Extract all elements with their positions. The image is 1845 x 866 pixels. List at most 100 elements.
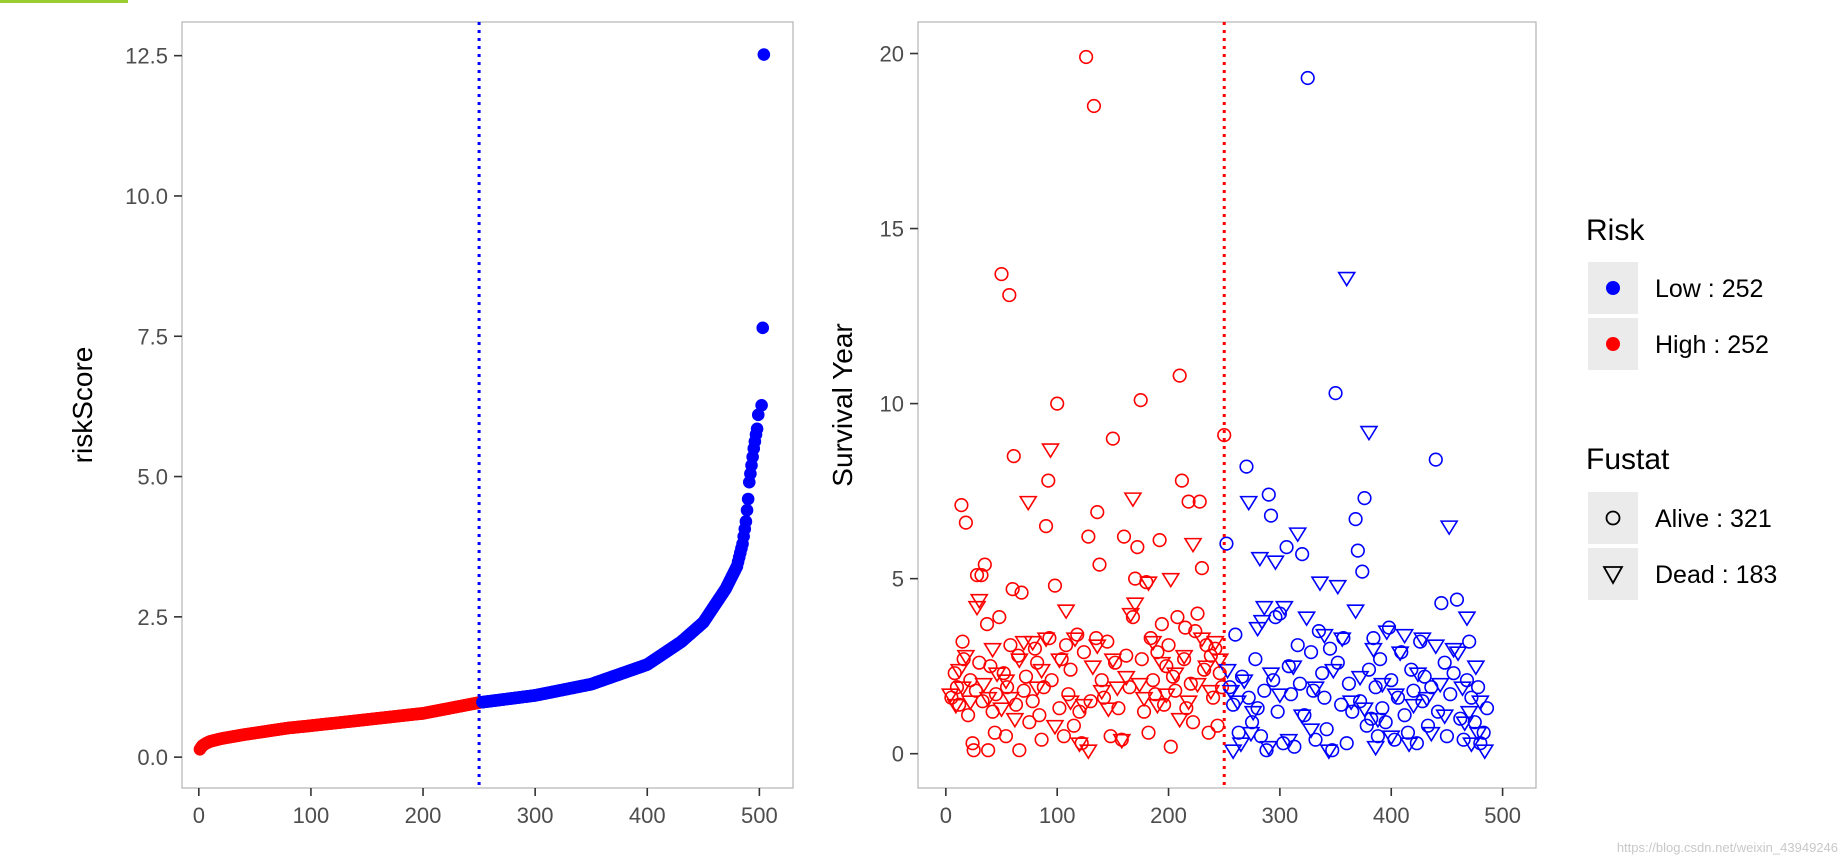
survival-point-high-dead — [1165, 667, 1185, 683]
survival-point-high-alive — [1011, 648, 1026, 663]
survival-point-low-alive — [1315, 666, 1330, 681]
survival-point-low-alive — [1370, 729, 1385, 744]
survival-point-high-alive — [1217, 428, 1232, 443]
survival-point-high-dead — [1183, 537, 1203, 554]
survival-point-high-alive — [1027, 641, 1043, 656]
survival-point-low-dead — [1283, 660, 1303, 676]
survival-point-low-dead — [1248, 621, 1268, 638]
risk-point-low — [750, 422, 764, 436]
survival-point-high-alive — [1190, 606, 1205, 621]
survival-point-high-dead — [1116, 670, 1136, 687]
survival-point-high-alive — [979, 617, 995, 632]
survival-point-low-alive — [1295, 547, 1310, 562]
survival-point-high-dead — [1134, 691, 1154, 708]
survival-point-high-alive — [955, 634, 970, 649]
survival-point-high-alive — [1125, 610, 1141, 625]
survival-point-high-alive — [952, 697, 967, 712]
survival-point-low-alive — [1464, 690, 1479, 705]
survival-point-low-alive — [1406, 683, 1421, 698]
risk-point-low — [739, 515, 753, 528]
survival-point-low-dead — [1323, 663, 1343, 680]
survival-point-high-dead — [1174, 649, 1194, 666]
survival-point-high-alive — [1161, 638, 1176, 653]
right-y-ticks: 0 5 10 15 20 — [880, 42, 918, 767]
survival-point-low-alive — [1400, 725, 1416, 740]
survival-point-low-dead — [1453, 681, 1472, 697]
survival-point-high-alive — [1152, 533, 1167, 548]
survival-point-low-dead — [1408, 667, 1428, 683]
survival-point-high-alive — [1181, 494, 1196, 509]
survival-point-low-alive — [1359, 718, 1374, 733]
survival-point-low-dead — [1468, 726, 1488, 743]
legend-dead-marker — [1602, 566, 1624, 585]
survival-point-low-alive — [1381, 620, 1397, 635]
survival-point-high-alive — [1058, 638, 1074, 653]
survival-point-high-dead — [1130, 677, 1150, 694]
survival-point-high-alive — [1122, 680, 1137, 695]
legend-high-label: High : 252 — [1655, 331, 1769, 359]
survival-point-low-alive — [1428, 452, 1443, 467]
legend-low-marker — [1606, 281, 1620, 295]
x-tick-label: 400 — [1373, 803, 1410, 828]
survival-point-high-alive — [1002, 287, 1017, 303]
x-tick-label: 200 — [405, 803, 442, 828]
survival-point-high-alive — [1145, 673, 1161, 688]
survival-point-high-dead — [1023, 635, 1043, 652]
survival-point-low-alive — [1439, 729, 1455, 744]
survival-point-high-dead — [1205, 635, 1225, 652]
survival-point-low-dead — [1381, 730, 1401, 746]
survival-point-high-dead — [1041, 443, 1060, 459]
y-tick-label: 20 — [880, 42, 904, 67]
survival-point-high-alive — [983, 659, 998, 674]
survival-point-low-dead — [1270, 688, 1290, 704]
survival-point-low-alive — [1300, 70, 1315, 86]
survival-point-low-dead — [1228, 695, 1248, 711]
y-tick-label: 7.5 — [137, 324, 168, 349]
x-tick-label: 0 — [940, 803, 952, 828]
survival-point-high-dead — [1143, 635, 1163, 652]
survival-point-low-alive — [1437, 655, 1452, 670]
survival-point-high-alive — [1111, 701, 1126, 716]
survival-point-high-dead — [953, 681, 972, 697]
survival-point-low-dead — [1363, 642, 1383, 659]
survival-point-high-alive — [1038, 519, 1054, 534]
survival-point-high-dead — [956, 649, 976, 666]
survival-point-low-alive — [1348, 512, 1363, 527]
survival-point-low-alive — [1424, 680, 1439, 695]
survival-point-high-alive — [1100, 634, 1115, 649]
survival-point-high-dead — [1018, 495, 1038, 512]
survival-point-low-dead — [1223, 744, 1243, 760]
survival-point-high-alive — [1150, 645, 1165, 660]
survival-point-high-dead — [1103, 653, 1123, 669]
survival-point-high-alive — [985, 704, 1000, 719]
y-tick-label: 5.0 — [137, 465, 168, 490]
survival-point-low-alive — [1234, 669, 1250, 684]
survival-point-low-dead — [1319, 744, 1339, 760]
survival-point-high-alive — [1165, 669, 1181, 684]
risk-point-low — [755, 398, 768, 412]
survival-point-high-dead — [1061, 695, 1080, 711]
left-y-ticks: 0.0 2.5 5.0 7.5 10.0 12.5 — [125, 44, 182, 770]
survival-point-high-alive — [1034, 732, 1049, 747]
survival-point-low-alive — [1322, 641, 1338, 656]
survival-point-low-alive — [1263, 508, 1279, 523]
survival-point-low-alive — [1250, 701, 1265, 716]
survival-point-high-alive — [1201, 725, 1216, 740]
right-x-ticks: 0 100 200 300 400 500 — [940, 788, 1521, 828]
survival-point-low-alive — [1281, 659, 1296, 674]
survival-point-low-dead — [1314, 628, 1334, 645]
survival-point-low-dead — [1259, 740, 1279, 757]
survival-point-high-alive — [1177, 652, 1192, 667]
survival-point-high-alive — [954, 498, 969, 513]
survival-point-high-alive — [1066, 718, 1081, 733]
survival-point-low-dead — [1328, 579, 1348, 596]
survival-point-low-dead — [1390, 646, 1410, 662]
survival-point-low-dead — [1368, 712, 1388, 729]
legend-dead-label: Dead : 183 — [1655, 561, 1777, 589]
survival-point-high-alive — [1210, 718, 1225, 733]
survival-point-low-alive — [1319, 722, 1334, 737]
survival-point-low-dead — [1421, 726, 1441, 743]
survival-point-low-dead — [1261, 667, 1281, 683]
survival-point-high-dead — [1056, 604, 1076, 620]
